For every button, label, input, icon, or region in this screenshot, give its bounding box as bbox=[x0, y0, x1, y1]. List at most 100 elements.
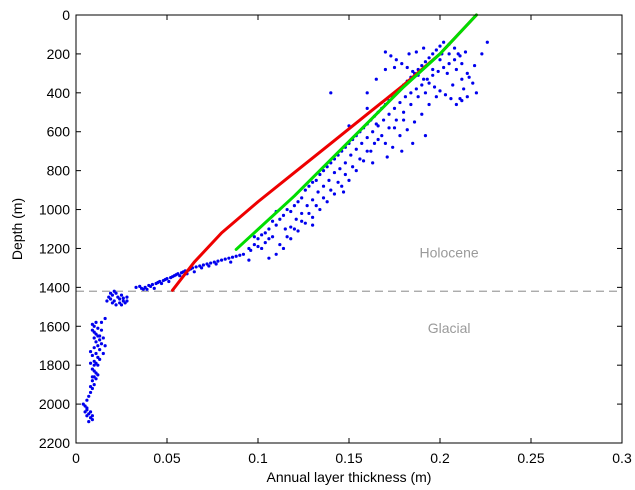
data-point bbox=[285, 207, 289, 212]
data-point bbox=[263, 231, 267, 235]
annotation-glacial: Glacial bbox=[428, 320, 471, 336]
data-point bbox=[365, 106, 369, 110]
data-point bbox=[303, 188, 307, 192]
data-point bbox=[438, 89, 442, 93]
data-point bbox=[201, 263, 205, 267]
data-point bbox=[321, 169, 326, 173]
data-point bbox=[420, 63, 424, 68]
data-point bbox=[110, 301, 114, 305]
data-point bbox=[260, 233, 264, 237]
data-point bbox=[341, 190, 346, 194]
data-point bbox=[159, 281, 164, 286]
data-point bbox=[314, 204, 318, 208]
data-point bbox=[216, 259, 220, 263]
axes-group: 0 0.05 0.1 0.15 0.2 0.25 0.3 0 200 400 600 800 1000 1… bbox=[39, 7, 632, 466]
data-point bbox=[85, 398, 89, 402]
data-point bbox=[416, 95, 420, 99]
data-point bbox=[387, 126, 391, 130]
data-point bbox=[463, 50, 468, 54]
data-point bbox=[332, 192, 337, 196]
data-point bbox=[105, 299, 109, 303]
data-point bbox=[92, 336, 96, 340]
data-point bbox=[447, 52, 451, 56]
data-point bbox=[278, 217, 282, 221]
data-point bbox=[88, 410, 93, 414]
data-point bbox=[300, 219, 304, 223]
data-point bbox=[192, 270, 196, 274]
data-point bbox=[152, 286, 156, 290]
data-point bbox=[394, 58, 398, 62]
data-point bbox=[452, 58, 457, 62]
data-point bbox=[101, 336, 105, 340]
data-point bbox=[340, 184, 344, 188]
data-point bbox=[165, 277, 169, 281]
data-point bbox=[223, 257, 227, 261]
data-point bbox=[372, 141, 377, 145]
green-fit-line bbox=[234, 13, 478, 251]
data-point bbox=[369, 149, 373, 153]
data-point bbox=[260, 246, 264, 251]
data-point bbox=[385, 155, 389, 159]
x-tick-label: 0.25 bbox=[517, 450, 544, 466]
data-point bbox=[427, 56, 431, 60]
data-point bbox=[292, 204, 296, 208]
data-point bbox=[405, 128, 409, 132]
data-point bbox=[90, 418, 94, 422]
data-point bbox=[434, 48, 438, 52]
data-point bbox=[449, 97, 453, 101]
data-point bbox=[460, 77, 464, 81]
data-point bbox=[398, 100, 402, 105]
data-point bbox=[307, 211, 311, 216]
data-point bbox=[94, 340, 98, 344]
data-point bbox=[83, 410, 87, 414]
data-point bbox=[365, 135, 369, 140]
data-point bbox=[234, 254, 238, 258]
data-point bbox=[402, 110, 406, 114]
data-point bbox=[454, 102, 458, 107]
data-point bbox=[99, 342, 104, 346]
data-point bbox=[392, 65, 397, 70]
data-point bbox=[87, 394, 91, 398]
data-point bbox=[247, 258, 251, 262]
data-point bbox=[94, 377, 98, 381]
data-point bbox=[270, 235, 275, 239]
data-point bbox=[354, 147, 358, 151]
x-tick-label: 0.15 bbox=[335, 450, 362, 466]
data-point bbox=[227, 256, 231, 260]
data-point bbox=[267, 256, 271, 260]
data-point bbox=[125, 295, 129, 299]
data-point bbox=[383, 141, 387, 145]
fit-lines-group bbox=[170, 13, 478, 292]
data-point bbox=[119, 293, 124, 297]
x-tick-label: 0.1 bbox=[248, 450, 268, 466]
data-point bbox=[365, 91, 369, 95]
data-point bbox=[108, 297, 113, 301]
data-point bbox=[394, 118, 398, 122]
data-point bbox=[307, 184, 311, 188]
data-point bbox=[88, 384, 93, 389]
data-point bbox=[438, 44, 442, 48]
data-point bbox=[118, 297, 122, 301]
data-point bbox=[380, 134, 384, 138]
data-point bbox=[402, 118, 406, 122]
data-point bbox=[141, 287, 145, 291]
data-point bbox=[321, 196, 326, 200]
data-point bbox=[238, 253, 242, 257]
data-point bbox=[207, 264, 211, 268]
data-point bbox=[454, 67, 458, 72]
y-tick-label: 1400 bbox=[39, 279, 70, 295]
data-point bbox=[425, 77, 429, 81]
data-point bbox=[347, 178, 351, 182]
data-point bbox=[194, 265, 198, 269]
data-point bbox=[285, 235, 289, 239]
data-point bbox=[112, 289, 116, 293]
data-point bbox=[321, 184, 326, 188]
y-tick-label: 1200 bbox=[39, 240, 70, 256]
data-point bbox=[94, 351, 98, 356]
data-point bbox=[374, 122, 378, 126]
plot-area bbox=[76, 15, 622, 443]
data-point bbox=[305, 204, 309, 208]
data-point bbox=[381, 118, 386, 122]
data-point bbox=[480, 52, 484, 56]
